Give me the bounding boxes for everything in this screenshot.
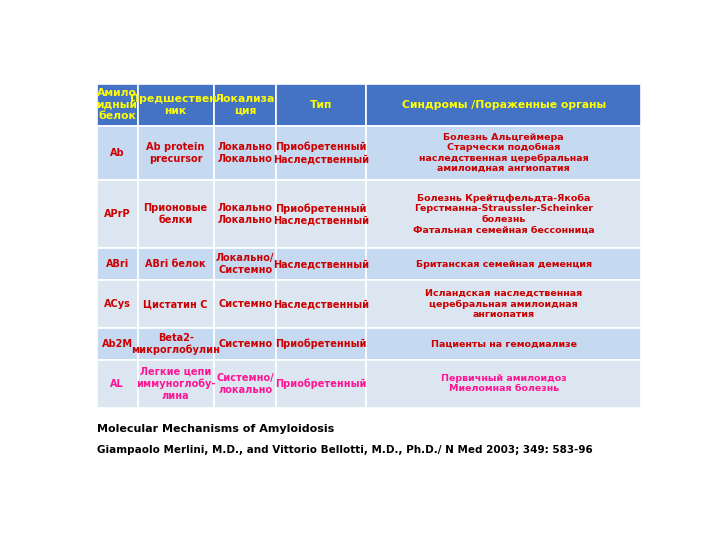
FancyBboxPatch shape	[214, 180, 276, 248]
Text: ACys: ACys	[104, 299, 130, 309]
FancyBboxPatch shape	[366, 328, 642, 360]
Text: Локально
Локально: Локально Локально	[217, 204, 273, 225]
FancyBboxPatch shape	[366, 84, 642, 126]
FancyBboxPatch shape	[96, 180, 138, 248]
Text: Наследственный: Наследственный	[274, 259, 369, 269]
Text: Ab: Ab	[110, 148, 125, 158]
Text: Ab2M: Ab2M	[102, 339, 132, 349]
Text: Приобретенный: Приобретенный	[276, 339, 367, 349]
Text: AL: AL	[110, 379, 124, 389]
FancyBboxPatch shape	[96, 248, 138, 280]
Text: APrP: APrP	[104, 209, 130, 219]
FancyBboxPatch shape	[276, 360, 366, 408]
FancyBboxPatch shape	[366, 360, 642, 408]
FancyBboxPatch shape	[276, 328, 366, 360]
FancyBboxPatch shape	[366, 180, 642, 248]
FancyBboxPatch shape	[214, 328, 276, 360]
Text: Первичный амилоидоз
Миеломная болезнь: Первичный амилоидоз Миеломная болезнь	[441, 374, 567, 394]
Text: Приобретенный: Приобретенный	[276, 379, 367, 389]
FancyBboxPatch shape	[276, 126, 366, 180]
Text: Пациенты на гемодиализе: Пациенты на гемодиализе	[431, 340, 577, 348]
Text: Исландская наследственная
церебральная амилоидная
ангиопатия: Исландская наследственная церебральная а…	[426, 289, 582, 319]
FancyBboxPatch shape	[366, 248, 642, 280]
Text: Болезнь Альцгеймера
Старчески подобная
наследственная церебральная
амилоидная ан: Болезнь Альцгеймера Старчески подобная н…	[419, 133, 589, 173]
Text: Приобретенный
Наследственный: Приобретенный Наследственный	[274, 142, 369, 164]
FancyBboxPatch shape	[214, 248, 276, 280]
FancyBboxPatch shape	[138, 248, 214, 280]
Text: Giampaolo Merlini, M.D., and Vittorio Bellotti, M.D., Ph.D./ N Med 2003; 349: 58: Giampaolo Merlini, M.D., and Vittorio Be…	[96, 446, 593, 455]
FancyBboxPatch shape	[276, 180, 366, 248]
FancyBboxPatch shape	[96, 126, 138, 180]
Text: Приобретенный
Наследственный: Приобретенный Наследственный	[274, 203, 369, 225]
Text: Болезнь Крейтцфельдта-Якоба
Герстманна-Straussler-Scheinker
болезнь
Фатальная се: Болезнь Крейтцфельдта-Якоба Герстманна-S…	[413, 194, 595, 234]
Text: Британская семейная деменция: Британская семейная деменция	[415, 260, 592, 269]
FancyBboxPatch shape	[276, 280, 366, 328]
FancyBboxPatch shape	[138, 180, 214, 248]
FancyBboxPatch shape	[276, 84, 366, 126]
Text: Цистатин С: Цистатин С	[143, 299, 208, 309]
FancyBboxPatch shape	[96, 328, 138, 360]
Text: Системно/
локально: Системно/ локально	[216, 373, 274, 395]
Text: Системно: Системно	[218, 339, 272, 349]
FancyBboxPatch shape	[138, 360, 214, 408]
FancyBboxPatch shape	[138, 328, 214, 360]
Text: Локализа
ция: Локализа ция	[215, 94, 275, 116]
FancyBboxPatch shape	[214, 126, 276, 180]
Text: Прионовые
белки: Прионовые белки	[143, 204, 208, 225]
FancyBboxPatch shape	[276, 248, 366, 280]
Text: Тип: Тип	[310, 100, 333, 110]
Text: Локально
Локально: Локально Локально	[217, 142, 273, 164]
FancyBboxPatch shape	[366, 280, 642, 328]
FancyBboxPatch shape	[214, 360, 276, 408]
Text: Beta2-
микроглобулин: Beta2- микроглобулин	[131, 333, 220, 355]
Text: Легкие цепи
иммуноглобу-
лина: Легкие цепи иммуноглобу- лина	[136, 367, 215, 401]
FancyBboxPatch shape	[96, 84, 138, 126]
FancyBboxPatch shape	[138, 84, 214, 126]
Text: Molecular Mechanisms of Amyloidosis: Molecular Mechanisms of Amyloidosis	[96, 424, 334, 435]
Text: ABri: ABri	[106, 259, 129, 269]
FancyBboxPatch shape	[366, 126, 642, 180]
Text: ABri белок: ABri белок	[145, 259, 206, 269]
FancyBboxPatch shape	[138, 280, 214, 328]
Text: Локально/
Системно: Локально/ Системно	[216, 253, 274, 275]
Text: Предшествен-
ник: Предшествен- ник	[130, 94, 221, 116]
Text: Ab protein
precursor: Ab protein precursor	[146, 142, 205, 164]
FancyBboxPatch shape	[96, 360, 138, 408]
FancyBboxPatch shape	[96, 280, 138, 328]
Text: Синдромы /Пораженные органы: Синдромы /Пораженные органы	[402, 100, 606, 110]
Text: Амило
идный
белок: Амило идный белок	[96, 88, 138, 122]
Text: Наследственный: Наследственный	[274, 299, 369, 309]
Text: Системно: Системно	[218, 299, 272, 309]
FancyBboxPatch shape	[138, 126, 214, 180]
FancyBboxPatch shape	[214, 280, 276, 328]
FancyBboxPatch shape	[214, 84, 276, 126]
